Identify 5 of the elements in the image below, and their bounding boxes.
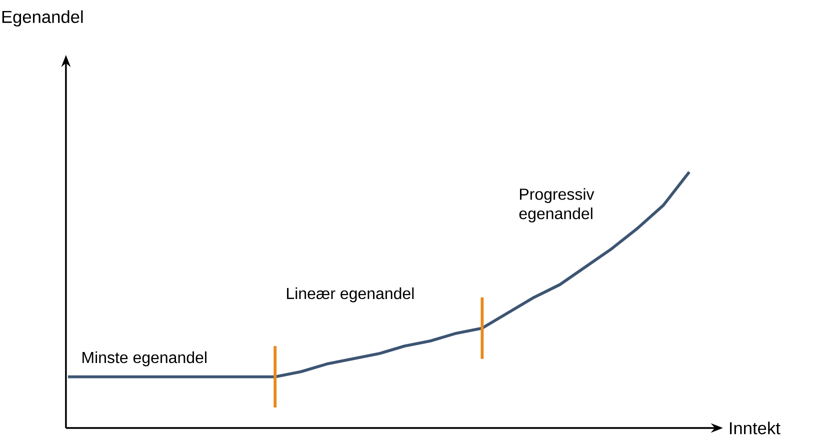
x-axis-title: Inntekt xyxy=(730,422,780,434)
annotation: Lineær egenandel xyxy=(287,287,414,302)
text: Egenandel xyxy=(2,10,83,26)
annotation: Progressiv egenandel xyxy=(519,188,594,222)
annotation: Minste egenandel xyxy=(82,351,206,366)
